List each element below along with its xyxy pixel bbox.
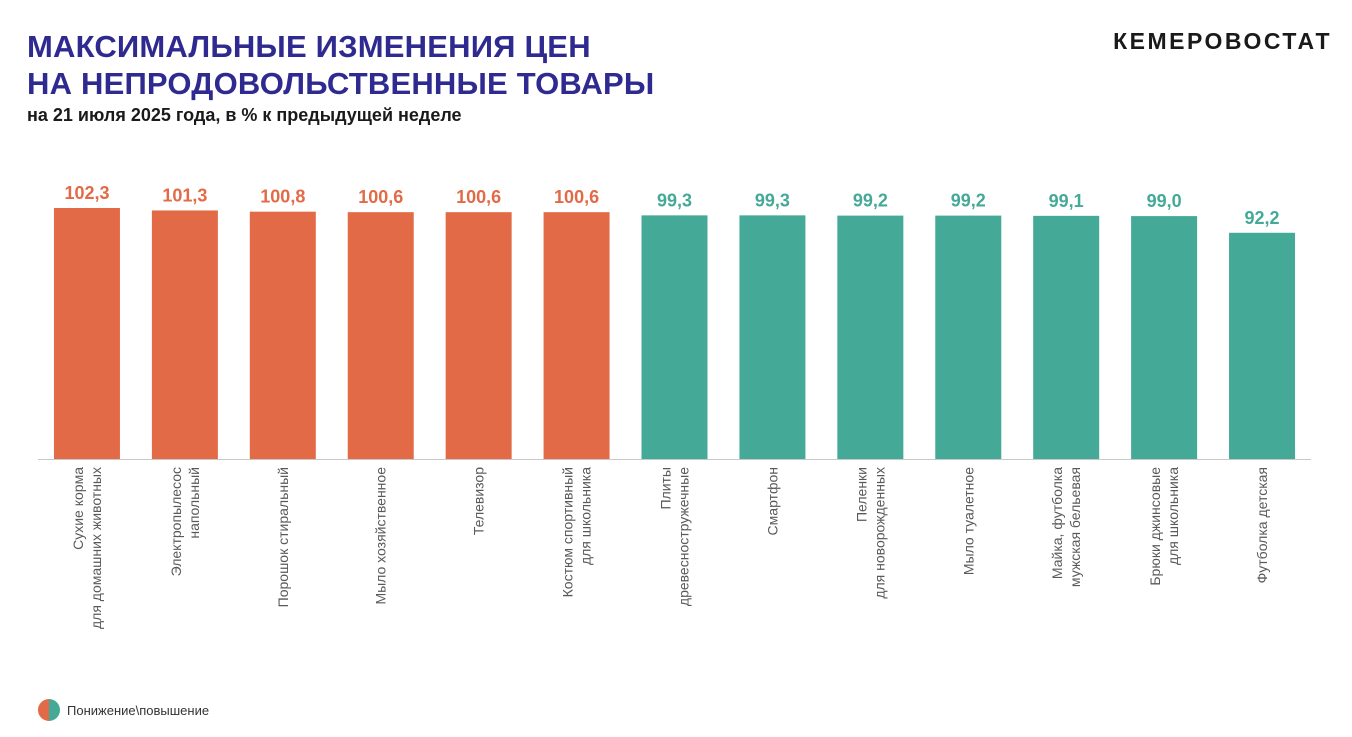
bar-1 <box>53 208 120 459</box>
bar-9 <box>837 215 904 459</box>
value-label-10: 99,2 <box>951 191 986 211</box>
bar-12 <box>1131 216 1198 459</box>
brand-logo-text: КЕМЕРОВОСТАТ <box>1113 28 1332 54</box>
value-label-8: 99,3 <box>755 190 790 210</box>
category-label-line: Майка, футболка <box>1049 467 1065 579</box>
category-label-8: Смартфон <box>764 467 780 535</box>
bar-6 <box>543 212 610 459</box>
bar-3 <box>249 211 316 459</box>
category-label-line: Смартфон <box>764 467 780 535</box>
bar-8 <box>739 215 806 459</box>
bar-11 <box>1033 215 1100 459</box>
value-label-4: 100,6 <box>358 187 403 207</box>
category-label-line: Порошок стиральный <box>275 467 291 607</box>
value-label-12: 99,0 <box>1147 191 1182 211</box>
category-label-line: мужская бельевая <box>1067 467 1083 587</box>
category-label-10: Мыло туалетное <box>960 467 976 575</box>
value-label-5: 100,6 <box>456 187 501 207</box>
page-title: МАКСИМАЛЬНЫЕ ИЗМЕНЕНИЯ ЦЕН НА НЕПРОДОВОЛ… <box>27 28 654 102</box>
bar-5 <box>445 212 512 459</box>
category-label-line: напольный <box>186 467 202 539</box>
category-label-4: Мыло хозяйственное <box>373 467 389 605</box>
category-label-line: Футболка детская <box>1254 467 1270 583</box>
category-label-11: Майка, футболка мужская бельевая <box>1049 467 1083 587</box>
value-label-7: 99,3 <box>657 190 692 210</box>
category-label-line: Костюм спортивный <box>560 467 576 597</box>
category-label-12: Брюки джинсовые для школьника <box>1147 467 1181 586</box>
category-label-line: Брюки джинсовые <box>1147 467 1163 586</box>
category-label-line: для школьника <box>578 467 594 565</box>
category-label-line: древесностружечные <box>676 467 692 606</box>
category-label-5: Телевизор <box>471 467 487 535</box>
bar-10 <box>935 215 1002 459</box>
category-label-line: Мыло хозяйственное <box>373 467 389 605</box>
legend: Понижение\повышение <box>38 699 209 721</box>
value-label-13: 92,2 <box>1245 208 1280 228</box>
category-label-line: для новорожденных <box>871 467 887 599</box>
category-label-line: Мыло туалетное <box>960 467 976 575</box>
bar-4 <box>347 212 414 459</box>
category-label-2: Электропылесос напольный <box>168 467 202 576</box>
category-label-line: Сухие корма <box>70 467 86 550</box>
value-label-1: 102,3 <box>64 183 109 203</box>
page-subtitle: на 21 июля 2025 года, в % к предыдущей н… <box>27 105 462 125</box>
category-label-1: Сухие корма для домашних животных <box>70 467 104 629</box>
value-label-6: 100,6 <box>554 187 599 207</box>
category-label-line: Электропылесос <box>168 467 184 576</box>
title-line-1: МАКСИМАЛЬНЫЕ ИЗМЕНЕНИЯ ЦЕН <box>27 29 591 64</box>
value-label-2: 101,3 <box>162 185 207 205</box>
category-label-6: Костюм спортивный для школьника <box>560 467 594 598</box>
category-label-3: Порошок стиральный <box>275 467 291 607</box>
category-label-line: для школьника <box>1165 467 1181 565</box>
half-pie-icon <box>38 699 60 721</box>
legend-label: Понижение\повышение <box>67 702 210 718</box>
category-label-line: Пеленки <box>853 467 869 522</box>
category-label-line: Плиты <box>658 467 674 510</box>
category-label-13: Футболка детская <box>1254 467 1270 583</box>
bar-13 <box>1229 232 1296 459</box>
bar-2 <box>151 210 218 459</box>
title-line-2: НА НЕПРОДОВОЛЬСТВЕННЫЕ ТОВАРЫ <box>27 66 655 101</box>
value-label-11: 99,1 <box>1049 191 1084 211</box>
category-label-9: Пеленки для новорожденных <box>853 467 887 599</box>
bar-7 <box>641 215 708 459</box>
value-label-3: 100,8 <box>260 187 305 207</box>
value-label-9: 99,2 <box>853 191 888 211</box>
category-label-7: Плиты древесностружечные <box>658 467 692 606</box>
category-label-line: для домашних животных <box>88 467 104 629</box>
category-label-line: Телевизор <box>471 467 487 535</box>
